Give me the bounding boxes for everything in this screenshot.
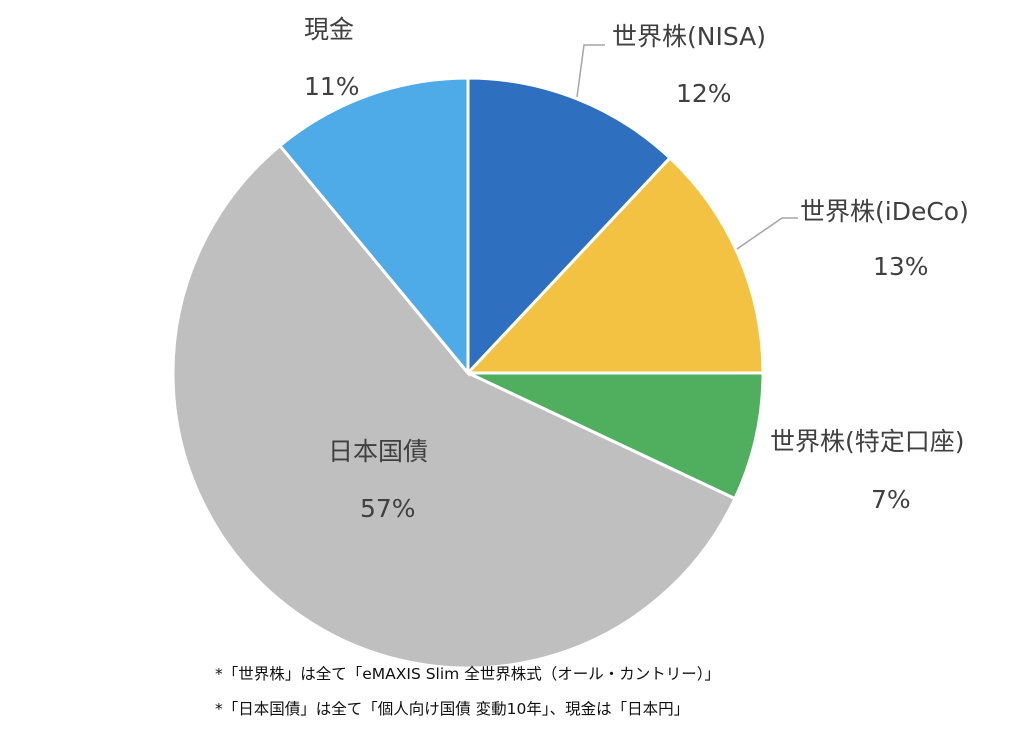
slice-label-cash: 現金 — [304, 15, 354, 44]
slice-value-ideco: 13% — [873, 252, 929, 281]
slice-value-tokutei: 7% — [871, 485, 911, 514]
pie-slices — [171, 76, 765, 670]
pie-slice-cash — [277, 76, 470, 378]
slice-value-jgb: 57% — [360, 494, 416, 523]
footnote-world-stock: *「世界株」は全て「eMAXIS Slim 全世界株式（オール・カントリー）」 — [215, 665, 720, 683]
footnote-jgb-cash: *「日本国債」は全て「個人向け国債 変動10年」、現金は「日本円」 — [215, 700, 690, 718]
leader-lines — [576, 44, 798, 250]
pie-slice-jgb — [171, 143, 737, 670]
slice-label-ideco: 世界株(iDeCo) — [800, 197, 969, 226]
slice-value-nisa: 12% — [676, 79, 732, 108]
leader-line-ideco — [736, 217, 798, 250]
pie-slice-ideco — [464, 155, 765, 375]
slice-label-jgb: 日本国債 — [328, 437, 428, 466]
slice-value-cash: 11% — [304, 72, 360, 101]
slice-label-nisa: 世界株(NISA) — [612, 22, 766, 51]
pie-slice-tokutei — [467, 371, 765, 501]
slice-labels: 世界株(NISA) 12% 世界株(iDeCo) 13% 世界株(特定口座) 7… — [304, 15, 969, 523]
slice-label-tokutei: 世界株(特定口座) — [770, 427, 965, 456]
pie-slice-nisa — [466, 76, 673, 377]
leader-line-nisa — [576, 44, 605, 98]
